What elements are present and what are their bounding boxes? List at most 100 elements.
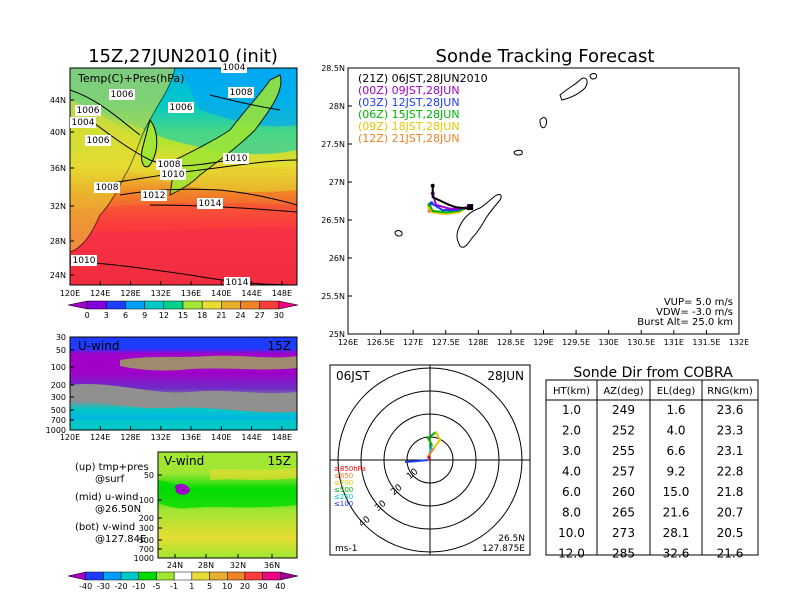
x-tick-label: 130.5E <box>627 338 655 347</box>
y-tick-label: 50 <box>56 346 66 355</box>
colorbar-label: 3 <box>104 311 109 320</box>
amami-island <box>559 77 588 101</box>
colorbar-swatch <box>103 571 122 581</box>
y-tick-label: 700 <box>139 545 154 554</box>
contour-label: 1004 <box>223 63 246 73</box>
note-line-1: (mid) u-wind <box>75 492 138 503</box>
table-cell: 1.0 <box>562 403 581 417</box>
polar-legend-entry: ≤250 <box>334 493 353 501</box>
table-cell: 6.0 <box>562 485 581 499</box>
contour-label-bg <box>109 89 135 100</box>
small-island-1 <box>513 149 523 156</box>
colorbar-label: 15 <box>178 311 188 320</box>
y-tick-label: 700 <box>51 416 66 425</box>
contour-label: 1010 <box>162 170 185 180</box>
table-cell: 23.3 <box>717 424 744 438</box>
colorbar-label: 9 <box>142 311 147 320</box>
info-line: Burst Alt= 25.0 km <box>637 317 733 328</box>
contour-label: 1010 <box>73 256 96 266</box>
temp-y-ticks: 24N 28N 32N 36N 40N 44N <box>50 96 74 280</box>
track-x-ticks: 126E 126.5E 127E 127.5E 128E 128.5E 129E 129.5E… <box>338 330 749 347</box>
x-tick-label: 128E <box>120 289 140 298</box>
table-cell: 32.6 <box>663 547 690 561</box>
y-tick-label: 36N <box>50 164 66 173</box>
track-y-ticks: 25N 25.5N 26N 26.5N 27N 27.5N 28N 28.5N <box>321 64 352 339</box>
x-tick-label: 132E <box>151 433 171 442</box>
y-tick-label: 200 <box>51 381 66 390</box>
y-tick-label: 25N <box>329 330 345 339</box>
temp-contour-labels: 1004100610061004100610081006100810101010… <box>70 62 254 288</box>
contour-label: 1008 <box>230 88 253 98</box>
y-tick-label: 500 <box>51 406 66 415</box>
contour-label-bg <box>70 117 96 128</box>
contour-label-bg <box>75 105 101 116</box>
y-tick-label: 28N <box>50 237 66 246</box>
x-tick-label: 148E <box>272 433 292 442</box>
note-line-1: (bot) v-wind <box>75 522 135 533</box>
polar-legend-entry: ≤850 <box>334 472 353 480</box>
colorbar-label: 30 <box>258 582 268 591</box>
y-tick-label: 27N <box>329 178 345 187</box>
colorbar-swatch <box>86 300 107 310</box>
colorbar-swatch <box>125 300 145 310</box>
temp-map-label: Temp(C)+Pres(hPa) <box>77 72 184 85</box>
colorbar-label: -10 <box>132 582 145 591</box>
table-cell: 10.0 <box>558 526 585 540</box>
u-wind-field <box>70 337 297 430</box>
contour-label: 1010 <box>225 154 248 164</box>
y-tick-label: 26N <box>329 254 345 263</box>
table-header: EL(deg) <box>657 386 696 397</box>
contour-label-bg <box>85 135 111 146</box>
table-header: AZ(deg) <box>603 386 643 397</box>
table-cell: 3.0 <box>562 444 581 458</box>
y-tick-label: 100 <box>51 363 66 372</box>
table-cell: 22.8 <box>717 465 744 479</box>
y-tick-label: 40N <box>50 128 66 137</box>
temp-map-title: 15Z,27JUN2010 (init) <box>88 46 278 67</box>
y-tick-label: 100 <box>139 496 154 505</box>
legend-entry: (03Z) 12JST,28JUN <box>358 96 460 109</box>
sonde-table: HT(km) AZ(deg) EL(deg) RNG(km) 1.0 249 1.6 23.6… <box>546 380 758 561</box>
x-tick-label: 136E <box>181 433 201 442</box>
polar-hodograph <box>404 431 442 463</box>
table-cell: 20.7 <box>717 506 744 520</box>
u-wind-x-ticks: 120E 124E 128E 132E 136E 140E 144E 148E <box>60 426 292 442</box>
colorbar-swatch <box>156 571 175 581</box>
colorbar-label: 1 <box>189 582 194 591</box>
contour-label: 1004 <box>72 118 95 128</box>
colorbar-swatch <box>138 571 157 581</box>
colorbar-swatch <box>144 300 165 310</box>
polar-legend-entry: ≤700 <box>334 479 353 487</box>
v-wind-colorbar: -40 -30 -20 -10 -5 -1 1 5 10 20 30 40 <box>67 571 299 591</box>
polar-coord-lat: 26.5N <box>498 534 525 544</box>
track-legend: (21Z) 06JST,28JUN2010(00Z) 09JST,28JUN(0… <box>358 72 488 145</box>
contour-label: 1006 <box>111 90 134 100</box>
x-tick-label: 127.5E <box>432 338 460 347</box>
colorbar-swatch <box>173 571 193 581</box>
y-tick-label: 28N <box>329 102 345 111</box>
x-tick-label: 32N <box>230 561 246 570</box>
x-tick-label: 128.5E <box>497 338 525 347</box>
legend-entry: (06Z) 15JST,28JUN <box>358 108 460 121</box>
temp-x-ticks: 120E 124E 128E 132E 136E 140E 144E 148E <box>60 281 292 298</box>
colorbar-swatch <box>240 300 260 310</box>
y-tick-label: 27.5N <box>321 140 345 149</box>
table-cell: 273 <box>612 526 635 540</box>
table-header: RNG(km) <box>707 386 753 397</box>
polar-legend: ≥850hPa≤850≤700≤500≤250≤100 <box>334 465 366 508</box>
table-cell: 252 <box>612 424 635 438</box>
colorbar-label: -40 <box>79 582 92 591</box>
x-tick-label: 120E <box>60 433 80 442</box>
colorbar-swatch <box>221 300 241 310</box>
y-tick-label: 1000 <box>46 426 66 435</box>
okinawa-island <box>456 194 502 248</box>
contour-label-bg <box>168 102 194 113</box>
table-cell: 257 <box>612 465 635 479</box>
polar-right-label: 28JUN <box>487 369 524 383</box>
colorbar-swatch <box>259 300 280 310</box>
table-cell: 4.0 <box>562 465 581 479</box>
colorbar-label: 5 <box>207 582 212 591</box>
